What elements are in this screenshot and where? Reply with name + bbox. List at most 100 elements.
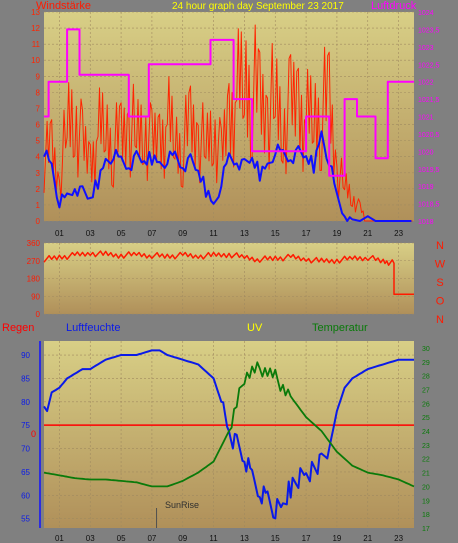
temperature-y-tick-label: 26 [422, 401, 430, 408]
temperature-y-tick-label: 19 [422, 498, 430, 505]
temperature-y-tick-label: 25 [422, 415, 430, 422]
humidity-y-tick-label: 75 [21, 421, 30, 430]
pressure-y-tick-label: 1019 [418, 184, 434, 191]
wind-y-tick-label: 0 [36, 217, 41, 226]
humidity-x-tick-label: 11 [209, 534, 218, 543]
temperature-y-tick-label: 29 [422, 360, 430, 367]
humidity-x-tick-label: 03 [86, 534, 95, 543]
wind-average-series [43, 130, 412, 222]
compass-label: O [436, 296, 445, 308]
compass-label: N [436, 314, 444, 326]
humidity-y-tick-label: 90 [21, 351, 30, 360]
wind-x-tick-label: 21 [363, 229, 372, 238]
wind-gust-series [43, 24, 413, 222]
wind-axis-title: Windstärke [36, 0, 91, 12]
compass-label: W [435, 259, 446, 271]
wind-y-tick-label: 6 [36, 121, 41, 130]
temperature-y-tick-label: 30 [422, 346, 430, 353]
wind-y-tick-label: 8 [36, 88, 41, 97]
tick-layer: 01234567891011121310181018,510191019,510… [21, 8, 446, 543]
wind-x-tick-label: 01 [55, 229, 64, 238]
pressure-y-tick-label: 1023,5 [418, 27, 440, 34]
wind-x-tick-label: 07 [147, 229, 156, 238]
wind-y-tick-label: 4 [36, 153, 41, 162]
wind-y-tick-label: 10 [31, 56, 40, 65]
humidity-y-tick-label: 65 [21, 468, 30, 477]
humidity-x-tick-label: 05 [117, 534, 126, 543]
pressure-y-tick-label: 1021 [418, 115, 434, 122]
pressure-y-tick-label: 1021,5 [418, 97, 440, 104]
direction-y-tick-label: 180 [27, 275, 41, 284]
chart-title: 24 hour graph day September 23 2017 [172, 1, 344, 12]
humidity-x-tick-label: 13 [240, 534, 249, 543]
wind-y-tick-label: 11 [32, 40, 41, 49]
pressure-y-tick-label: 1024 [418, 10, 434, 17]
humidity-y-tick-label: 85 [21, 374, 30, 383]
wind-x-tick-label: 11 [209, 229, 218, 238]
pressure-y-tick-label: 1022,5 [418, 62, 440, 69]
temperature-y-tick-label: 24 [422, 429, 430, 436]
direction-y-tick-label: 270 [27, 257, 41, 266]
uv-label: UV [247, 322, 263, 334]
wind-x-tick-label: 19 [332, 229, 341, 238]
wind-x-tick-label: 05 [117, 229, 126, 238]
temperature-label: Temperatur [312, 322, 368, 334]
humidity-y-tick-label: 55 [21, 515, 30, 524]
sunrise-annotation: SunRise [165, 500, 199, 510]
wind-x-tick-label: 23 [394, 229, 403, 238]
direction-y-tick-label: 90 [31, 292, 40, 301]
wind-y-tick-label: 13 [31, 8, 40, 17]
wind-y-tick-label: 3 [36, 169, 41, 178]
wind-plot-area [44, 12, 414, 221]
humidity-label: Luftfeuchte [66, 322, 120, 334]
wind-y-tick-label: 2 [36, 185, 41, 194]
temperature-y-tick-label: 28 [422, 374, 430, 381]
wind-y-tick-label: 1 [36, 201, 41, 210]
pressure-y-tick-label: 1018 [418, 219, 434, 226]
humidity-x-tick-label: 07 [147, 534, 156, 543]
rain-zero-label: 0 [31, 429, 36, 439]
wind-x-tick-label: 09 [178, 229, 187, 238]
humidity-x-tick-label: 01 [55, 534, 64, 543]
temperature-y-tick-label: 27 [422, 387, 430, 394]
direction-y-tick-label: 0 [36, 310, 41, 319]
wind-y-tick-label: 12 [31, 24, 40, 33]
wind-x-tick-label: 03 [86, 229, 95, 238]
pressure-y-tick-label: 1022 [418, 80, 434, 87]
wind-y-tick-label: 7 [36, 104, 41, 113]
pressure-axis-title: Luftdruck [371, 0, 417, 12]
humidity-y-tick-label: 60 [21, 491, 30, 500]
temperature-y-tick-label: 18 [422, 512, 430, 519]
wind-x-tick-label: 15 [271, 229, 280, 238]
direction-y-tick-label: 360 [27, 239, 41, 248]
series-layer [43, 24, 415, 528]
humidity-x-tick-label: 23 [394, 534, 403, 543]
humidity-x-tick-label: 17 [302, 534, 311, 543]
humidity-x-tick-label: 19 [332, 534, 341, 543]
pressure-y-tick-label: 1019,5 [418, 167, 440, 174]
wind-y-tick-label: 5 [36, 137, 41, 146]
compass-label: S [436, 277, 443, 289]
wind-x-tick-label: 17 [302, 229, 311, 238]
pressure-series [44, 28, 414, 177]
humidity-x-tick-label: 09 [178, 534, 187, 543]
humidity-x-tick-label: 21 [363, 534, 372, 543]
temperature-y-tick-label: 22 [422, 457, 430, 464]
rain-label: Regen [2, 322, 34, 334]
wind-x-tick-label: 13 [240, 229, 249, 238]
pressure-y-tick-label: 1018,5 [418, 202, 440, 209]
humidity-x-tick-label: 15 [271, 534, 280, 543]
pressure-y-tick-label: 1020,5 [418, 132, 440, 139]
temperature-y-tick-label: 21 [422, 471, 430, 478]
direction-series [43, 250, 414, 296]
wind-y-tick-label: 9 [36, 72, 41, 81]
temperature-y-tick-label: 17 [422, 526, 430, 533]
pressure-y-tick-label: 1023 [418, 45, 434, 52]
temperature-series [43, 361, 415, 488]
temperature-y-tick-label: 20 [422, 484, 430, 491]
humidity-y-tick-label: 70 [21, 445, 30, 454]
pressure-y-tick-label: 1020 [418, 149, 434, 156]
temperature-y-tick-label: 23 [422, 443, 430, 450]
humidity-y-tick-label: 80 [21, 398, 30, 407]
